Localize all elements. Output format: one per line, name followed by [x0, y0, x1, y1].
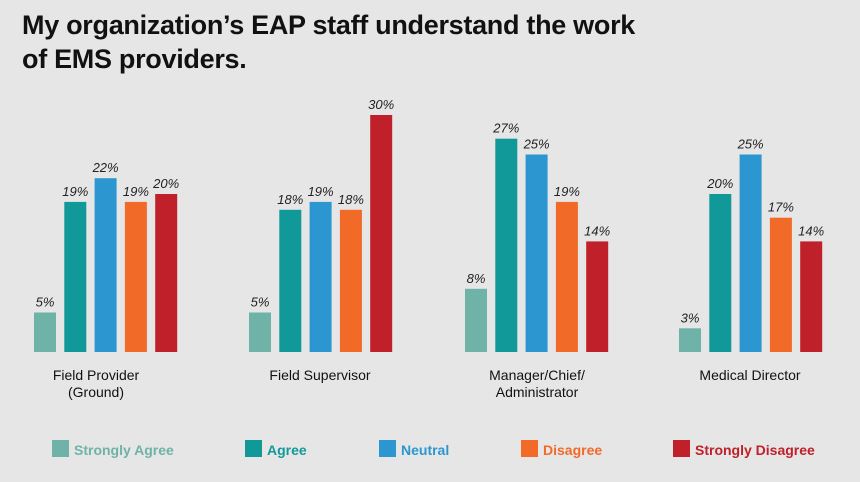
category-label: Field Provider — [53, 367, 140, 383]
data-label: 18% — [277, 192, 303, 207]
legend-label: Disagree — [543, 442, 602, 458]
data-label: 19% — [554, 184, 580, 199]
bar — [94, 178, 117, 352]
category-label: Administrator — [496, 384, 579, 400]
data-label: 20% — [152, 176, 179, 191]
data-label: 8% — [467, 271, 486, 286]
data-label: 14% — [798, 223, 824, 238]
bar — [370, 115, 393, 352]
data-label: 19% — [62, 184, 88, 199]
data-label: 20% — [706, 176, 733, 191]
bar — [279, 209, 302, 352]
bar — [739, 154, 762, 352]
bar — [64, 201, 87, 352]
legend-swatch — [245, 440, 262, 457]
legend-swatch — [521, 440, 538, 457]
category-label: Field Supervisor — [269, 367, 370, 383]
bar — [769, 217, 792, 352]
bar — [679, 328, 701, 352]
data-label: 14% — [584, 223, 610, 238]
data-label: 19% — [123, 184, 149, 199]
data-label: 5% — [251, 295, 270, 310]
data-label: 3% — [681, 310, 700, 325]
data-label: 22% — [92, 160, 119, 175]
category-label: Manager/Chief/ — [489, 367, 585, 383]
data-label: 19% — [308, 184, 334, 199]
bar — [495, 138, 518, 352]
bar — [155, 194, 178, 352]
data-label: 27% — [492, 121, 519, 136]
data-label: 18% — [338, 192, 364, 207]
chart-title: My organization’s EAP staff understand t… — [22, 10, 635, 74]
bar — [800, 241, 823, 352]
legend-label: Neutral — [401, 442, 449, 458]
bar — [309, 201, 332, 352]
bar — [249, 312, 271, 352]
data-label: 17% — [768, 200, 794, 215]
bar — [709, 194, 732, 352]
bar — [586, 241, 609, 352]
category-label: (Ground) — [68, 384, 124, 400]
data-label: 5% — [36, 295, 55, 310]
bar — [525, 154, 548, 352]
category-label: Medical Director — [699, 367, 800, 383]
data-label: 30% — [368, 97, 394, 112]
legend-swatch — [673, 440, 690, 457]
data-label: 25% — [737, 137, 764, 152]
legend-swatch — [52, 440, 69, 457]
legend-swatch — [379, 440, 396, 457]
legend-label: Strongly Agree — [74, 442, 174, 458]
bar — [555, 201, 578, 352]
legend-label: Strongly Disagree — [695, 442, 815, 458]
bar — [465, 288, 487, 352]
bar — [34, 312, 56, 352]
bar — [339, 209, 362, 352]
bar — [124, 201, 147, 352]
data-label: 25% — [523, 137, 550, 152]
legend-label: Agree — [267, 442, 307, 458]
